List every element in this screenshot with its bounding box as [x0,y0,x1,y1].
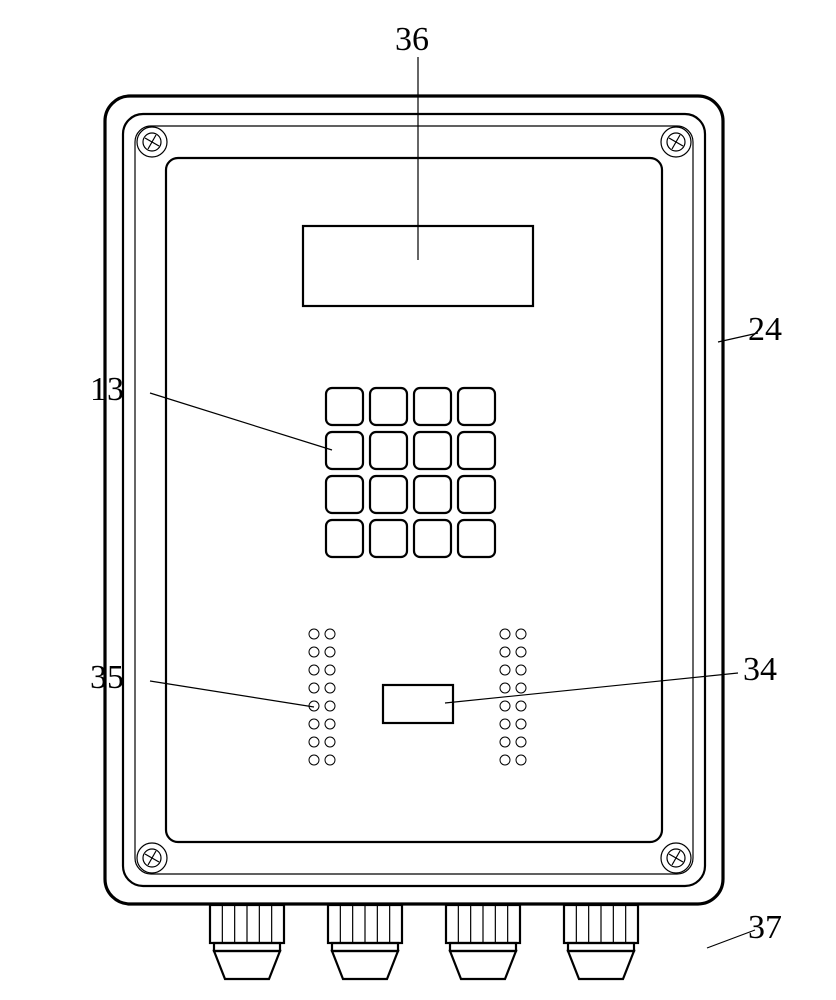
label-keypad: 13 [90,371,124,408]
leader-keypad [150,393,332,450]
vent-hole [500,629,510,639]
vent-hole [325,737,335,747]
screw-0 [137,127,167,157]
key [326,432,363,469]
key [370,520,407,557]
vent-hole [309,737,319,747]
key [414,520,451,557]
vent-hole [309,719,319,729]
vent-holes [309,629,526,765]
vent-hole [325,665,335,675]
vent-hole [325,755,335,765]
key [326,476,363,513]
key [458,388,495,425]
key [370,432,407,469]
key [458,476,495,513]
vent-hole [309,647,319,657]
vent-hole [516,665,526,675]
cable-gland-3 [564,905,638,979]
key [326,520,363,557]
cable-gland-2 [446,905,520,979]
vent-hole [325,629,335,639]
vent-hole [516,629,526,639]
key [370,476,407,513]
vent-hole [500,719,510,729]
vent-hole [516,701,526,711]
screw-2 [137,843,167,873]
vent-hole [500,665,510,675]
vent-hole [516,647,526,657]
vent-hole [516,755,526,765]
vent-hole [325,719,335,729]
vent-hole [500,737,510,747]
key [458,520,495,557]
label-enclosure: 24 [748,311,782,348]
key [326,388,363,425]
keypad [326,388,495,557]
leader-hole_col [150,681,314,707]
diagram-canvas: 36 13 24 34 35 37 [0,0,836,1000]
leader-center_btn [445,673,738,703]
key [414,476,451,513]
key [414,432,451,469]
screw-1 [661,127,691,157]
vent-hole [500,647,510,657]
cable-gland-0 [210,905,284,979]
key [414,388,451,425]
key [370,388,407,425]
screw-3 [661,843,691,873]
vent-hole [500,683,510,693]
vent-hole [516,737,526,747]
vent-hole [500,701,510,711]
label-center_btn: 34 [743,651,777,688]
vent-hole [309,755,319,765]
vent-hole [309,665,319,675]
cable-gland-1 [328,905,402,979]
label-hole_col: 35 [90,659,124,696]
vent-hole [325,683,335,693]
label-display: 36 [395,21,429,58]
vent-hole [516,719,526,729]
center-button [383,685,453,723]
vent-hole [325,647,335,657]
vent-hole [516,683,526,693]
label-connector: 37 [748,909,782,946]
vent-hole [309,683,319,693]
vent-hole [309,629,319,639]
key [458,432,495,469]
vent-hole [500,755,510,765]
vent-hole [325,701,335,711]
